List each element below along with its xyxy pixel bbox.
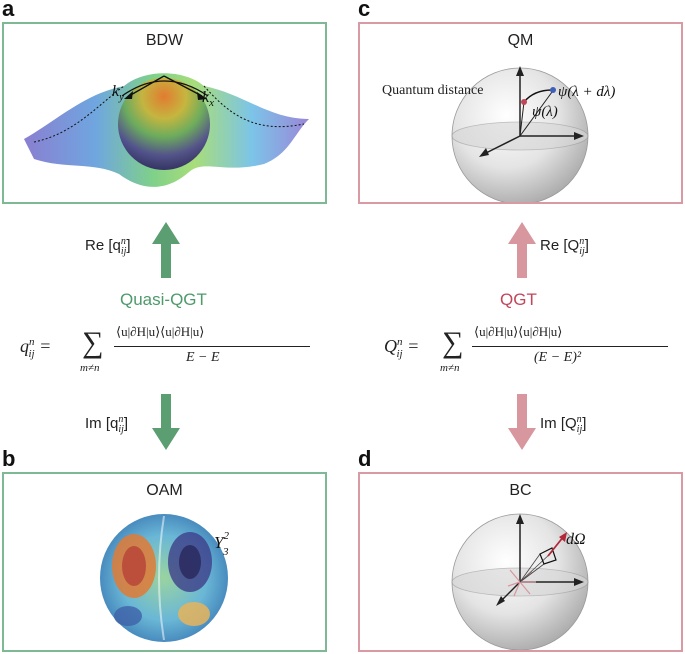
- bc-sphere-figure: dΩ: [451, 513, 589, 650]
- right-im-label: Im [Qnij]: [540, 414, 587, 435]
- right-up-arrow: [508, 222, 536, 278]
- panel-a-title: BDW: [145, 32, 184, 49]
- panel-a-box: BDW ky kx: [2, 22, 327, 204]
- left-equation: qnij = ∑ m≠n ⟨u|∂H|u⟩⟨u|∂H|u⟩ E − E: [20, 322, 320, 382]
- panel-letter-c: c: [358, 0, 371, 21]
- bdw-bump: [118, 78, 210, 170]
- quantum-distance-label: Quantum distance: [382, 83, 483, 98]
- quasi-qgt-label: Quasi-QGT: [120, 290, 207, 309]
- harmonic-label: Y2 3: [214, 530, 229, 558]
- left-im-label: Im [qnij]: [85, 414, 129, 435]
- right-equation: Qnij = ∑ m≠n ⟨u|∂H|u⟩⟨u|∂H|u⟩ (E − E)²: [384, 322, 684, 382]
- left-re-label: Re [qnij]: [85, 236, 131, 257]
- right-sum-symbol: ∑: [442, 326, 464, 359]
- qgt-label: QGT: [500, 290, 537, 309]
- left-fraction-bar: [114, 346, 310, 347]
- solid-angle-patch: [539, 547, 557, 565]
- panel-c-title: QM: [507, 32, 534, 49]
- ky-label: ky: [112, 83, 124, 103]
- right-sum-subscript: m≠n: [440, 362, 460, 374]
- left-eq-lhs: qnij =: [20, 336, 52, 360]
- psi-lambda-dl-point: [550, 87, 556, 93]
- left-numerator: ⟨u|∂H|u⟩⟨u|∂H|u⟩: [116, 324, 205, 339]
- right-eq-lhs: Qnij =: [384, 336, 420, 360]
- panel-d-box: BC dΩ: [358, 472, 683, 652]
- left-sum-symbol: ∑: [82, 326, 104, 359]
- psi-lambda-dl-label: ψ(λ + dλ): [558, 84, 615, 100]
- left-sum-subscript: m≠n: [80, 362, 100, 374]
- oam-sphere-figure: Y2 3: [100, 514, 229, 642]
- right-denominator: (E − E)²: [534, 350, 582, 365]
- panel-letter-d: d: [358, 446, 372, 471]
- panel-c-box: QM Quantum distance ψ(λ + dλ) ψ(λ): [358, 22, 683, 204]
- left-down-arrow: [152, 394, 180, 450]
- qm-sphere-figure: Quantum distance ψ(λ + dλ) ψ(λ): [382, 66, 615, 202]
- panel-letter-a: a: [2, 0, 15, 21]
- right-numerator: ⟨u|∂H|u⟩⟨u|∂H|u⟩: [474, 324, 563, 339]
- panel-b-title: OAM: [146, 482, 183, 499]
- right-down-arrow: [508, 394, 536, 450]
- left-denominator: E − E: [186, 350, 220, 365]
- psi-lambda-label: ψ(λ): [532, 104, 558, 120]
- right-fraction-bar: [472, 346, 668, 347]
- bdw-dashed-line-right: [203, 85, 305, 128]
- panel-letter-b: b: [2, 446, 16, 471]
- psi-lambda-point: [521, 99, 527, 105]
- left-up-arrow: [152, 222, 180, 278]
- bdw-dashed-line-left: [33, 85, 125, 143]
- solid-angle-label: dΩ: [566, 531, 586, 548]
- bdw-surface-figure: ky kx: [24, 73, 309, 187]
- right-re-label: Re [Qnij]: [540, 236, 589, 257]
- kx-label: kx: [202, 89, 214, 109]
- panel-d-title: BC: [509, 482, 532, 499]
- panel-b-box: OAM Y2 3: [2, 472, 327, 652]
